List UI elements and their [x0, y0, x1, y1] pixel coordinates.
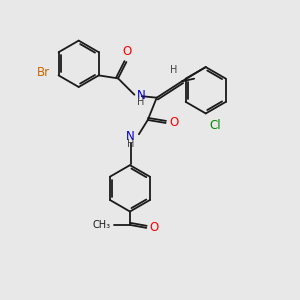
Text: O: O: [169, 116, 178, 129]
Text: CH₃: CH₃: [92, 220, 111, 230]
Text: Cl: Cl: [209, 119, 221, 132]
Text: H: H: [127, 139, 134, 149]
Text: N: N: [126, 130, 134, 143]
Text: O: O: [122, 46, 132, 59]
Text: Br: Br: [37, 66, 50, 79]
Text: O: O: [150, 221, 159, 234]
Text: H: H: [170, 65, 177, 75]
Text: H: H: [137, 97, 144, 107]
Text: N: N: [137, 89, 146, 102]
